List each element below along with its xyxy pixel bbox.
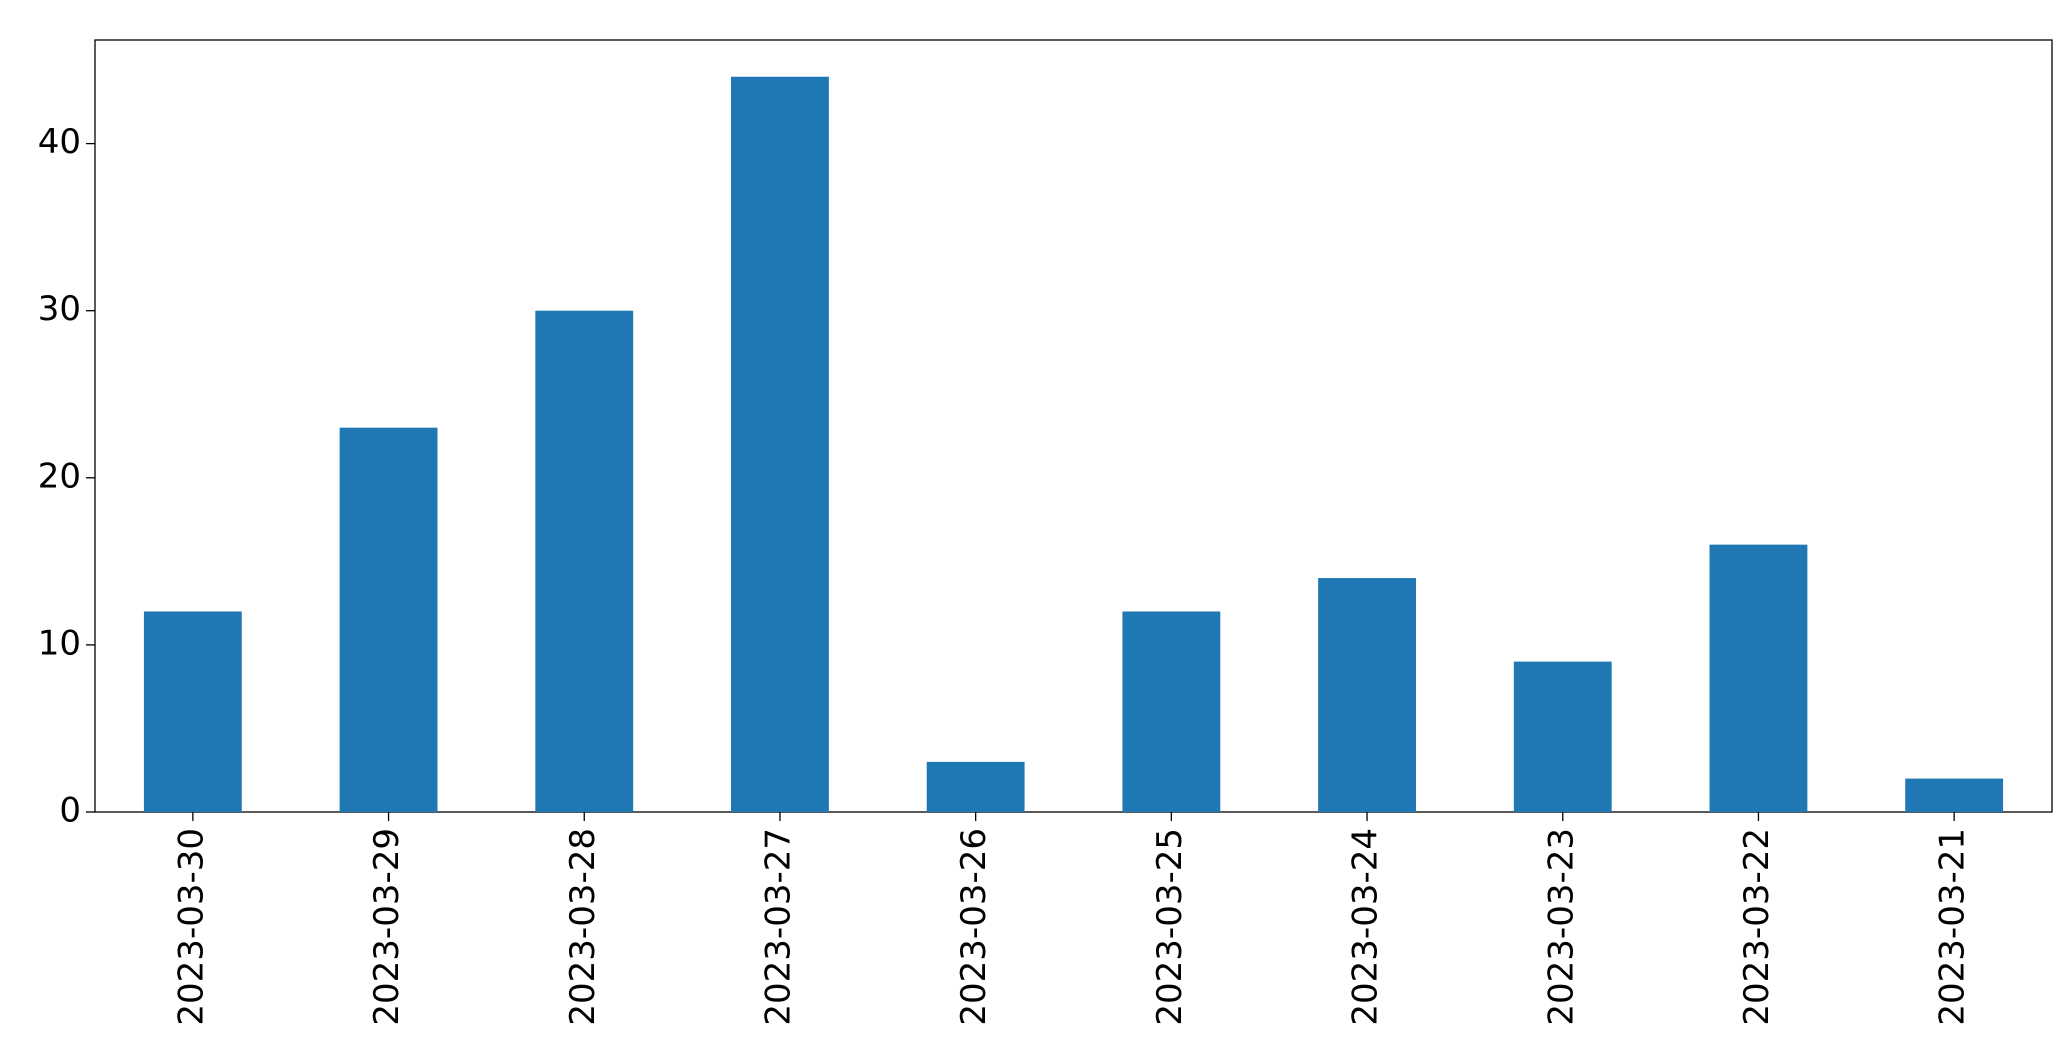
y-tick-label: 10 [38, 623, 81, 663]
bar [1513, 661, 1612, 812]
x-tick-label: 2023-03-28 [563, 828, 603, 1026]
x-tick-label: 2023-03-22 [1737, 828, 1777, 1026]
bar [535, 310, 634, 812]
x-tick-label: 2023-03-24 [1346, 828, 1386, 1026]
x-tick-label: 2023-03-29 [367, 828, 407, 1026]
bar [1905, 778, 2004, 812]
x-tick-label: 2023-03-27 [758, 828, 798, 1026]
bar [1709, 544, 1808, 812]
bar [339, 427, 438, 812]
x-tick-label: 2023-03-25 [1150, 828, 1190, 1026]
plot-frame [94, 39, 2053, 813]
y-tick-label: 30 [38, 289, 81, 329]
x-tick-label: 2023-03-23 [1541, 828, 1581, 1026]
bar [926, 761, 1025, 812]
y-tick-label: 0 [59, 791, 81, 831]
x-tick-label: 2023-03-21 [1933, 828, 1973, 1026]
bar [143, 611, 242, 812]
bar [1318, 578, 1416, 812]
x-tick-label: 2023-03-30 [171, 828, 211, 1026]
y-tick-label: 40 [38, 122, 81, 162]
bar [731, 76, 829, 812]
y-tick-label: 20 [38, 456, 81, 496]
x-tick-label: 2023-03-26 [954, 828, 994, 1026]
bar [1122, 611, 1221, 812]
